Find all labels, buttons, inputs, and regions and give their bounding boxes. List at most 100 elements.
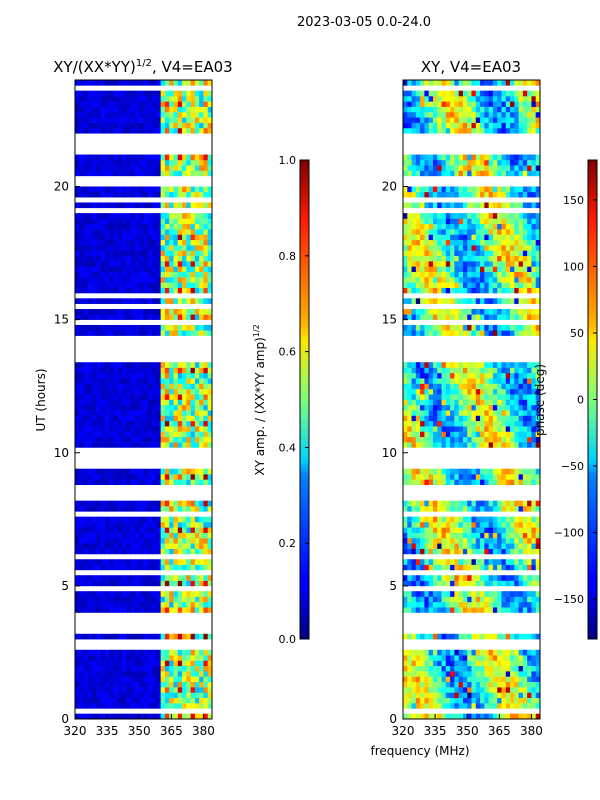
phase-cell xyxy=(501,362,507,368)
phase-cell xyxy=(428,367,434,374)
amplitude-cell xyxy=(134,122,140,129)
amplitude-cell xyxy=(182,580,187,587)
phase-cell xyxy=(505,213,511,219)
amplitude-cell xyxy=(203,468,209,475)
phase-cell xyxy=(462,229,468,235)
amplitude-cell xyxy=(100,367,106,374)
amplitude-cell xyxy=(199,234,205,241)
phase-cell xyxy=(518,575,524,581)
amplitude-cell xyxy=(96,378,102,384)
amplitude-cell xyxy=(186,250,192,257)
phase-cell xyxy=(522,655,528,661)
amplitude-cell xyxy=(87,676,93,683)
phase-cell xyxy=(531,324,537,331)
amplitude-cell xyxy=(75,681,80,688)
amplitude-cell xyxy=(147,676,153,683)
amplitude-cell xyxy=(199,543,205,549)
amplitude-cell xyxy=(190,101,196,107)
phase-cell xyxy=(411,521,417,528)
phase-cell xyxy=(428,239,434,246)
phase-cell xyxy=(488,426,494,432)
amplitude-cell xyxy=(104,591,110,597)
phase-cell xyxy=(415,692,421,698)
amplitude-cell xyxy=(143,250,149,257)
phase-cell xyxy=(424,367,430,374)
amplitude-cell xyxy=(75,159,80,166)
phase-cell xyxy=(441,234,447,241)
phase-cell xyxy=(411,431,417,438)
amplitude-cell xyxy=(117,548,123,555)
phase-cell xyxy=(432,559,438,565)
amplitude-cell xyxy=(92,596,98,603)
amplitude-cell xyxy=(156,564,162,571)
phase-cell xyxy=(484,506,490,512)
phase-cell xyxy=(492,580,498,587)
phase-cell xyxy=(527,671,533,677)
amplitude-cell xyxy=(83,687,89,693)
amplitude-cell xyxy=(126,426,132,432)
amplitude-cell xyxy=(194,591,200,597)
phase-cell xyxy=(492,245,498,251)
phase-cell xyxy=(471,436,477,443)
amplitude-cell xyxy=(186,665,192,672)
amplitude-cell xyxy=(169,106,175,113)
phase-cell xyxy=(501,596,507,603)
amplitude-cell xyxy=(182,521,187,528)
amplitude-cell xyxy=(130,676,136,683)
phase-cell xyxy=(462,383,468,390)
amplitude-cell xyxy=(75,308,80,315)
amplitude-cell xyxy=(143,362,149,368)
phase-cell xyxy=(403,607,408,613)
amplitude-cell xyxy=(104,607,110,613)
phase-cell xyxy=(480,500,485,507)
amplitude-cell xyxy=(117,245,123,251)
phase-cell xyxy=(450,537,455,544)
amplitude-cell xyxy=(143,127,149,134)
amplitude-cell xyxy=(75,266,80,272)
amplitude-cell xyxy=(182,277,187,283)
amplitude-cell xyxy=(173,383,179,390)
amplitude-cell xyxy=(207,676,212,683)
phase-cell xyxy=(462,516,468,523)
amplitude-cell xyxy=(160,287,166,294)
amplitude-cell xyxy=(100,479,106,485)
amplitude-cell xyxy=(156,308,162,315)
amplitude-cell xyxy=(156,713,162,719)
amplitude-cell xyxy=(194,404,200,411)
phase-cell xyxy=(462,500,468,507)
phase-cell xyxy=(475,559,481,565)
phase-cell xyxy=(471,261,477,267)
phase-cell xyxy=(531,506,537,512)
phase-cell xyxy=(428,287,434,294)
phase-cell xyxy=(535,713,540,719)
amplitude-cell xyxy=(75,117,80,123)
phase-cell xyxy=(428,607,434,613)
amplitude-cell xyxy=(83,506,89,512)
amplitude-cell xyxy=(75,532,80,539)
amplitude-cell xyxy=(143,580,149,587)
amplitude-cell xyxy=(156,671,162,677)
amplitude-cell xyxy=(203,521,209,528)
phase-cell xyxy=(428,601,434,608)
amplitude-cell xyxy=(194,388,200,395)
amplitude-cell xyxy=(186,521,192,528)
amplitude-cell xyxy=(147,394,153,400)
amplitude-cell xyxy=(199,127,205,134)
amplitude-cell xyxy=(152,649,157,656)
phase-cell xyxy=(510,394,515,400)
phase-cell xyxy=(445,468,451,475)
amplitude-cell xyxy=(139,692,145,698)
amplitude-cell xyxy=(186,580,192,587)
phase-cell xyxy=(441,500,447,507)
amplitude-cell xyxy=(203,394,209,400)
phase-cell xyxy=(420,229,426,235)
amplitude-cell xyxy=(182,378,187,384)
amplitude-cell xyxy=(147,378,153,384)
amplitude-cell xyxy=(92,548,98,555)
phase-cell xyxy=(411,575,417,581)
amplitude-cell xyxy=(126,202,132,209)
phase-cell xyxy=(518,239,524,246)
amplitude-cell xyxy=(156,186,162,193)
phase-cell xyxy=(403,410,408,416)
phase-cell xyxy=(531,660,537,667)
